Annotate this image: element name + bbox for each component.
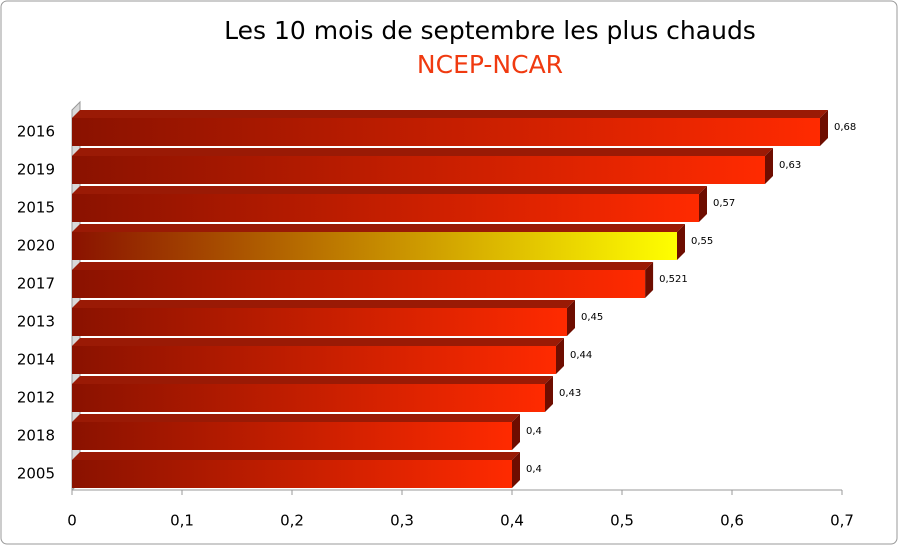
bar-end	[765, 148, 773, 184]
y-tick-label: 2017	[17, 275, 55, 293]
bar	[72, 232, 677, 260]
y-tick-label: 2014	[17, 351, 55, 369]
value-label: 0,45	[581, 312, 603, 323]
x-tick-label: 0,1	[170, 512, 194, 530]
y-tick-label: 2005	[17, 465, 55, 483]
bar	[72, 156, 765, 184]
y-tick-label: 2019	[17, 161, 55, 179]
x-tick-label: 0,3	[390, 512, 414, 530]
x-tick-label: 0,7	[830, 512, 854, 530]
bar	[72, 346, 556, 374]
chart-title: Les 10 mois de septembre les plus chauds	[224, 16, 756, 45]
bar-top	[72, 452, 520, 460]
x-tick-label: 0,4	[500, 512, 524, 530]
bar-top	[72, 300, 575, 308]
bar-end	[512, 414, 520, 450]
value-label: 0,63	[779, 160, 801, 171]
y-tick-label: 2013	[17, 313, 55, 331]
bar-top	[72, 262, 654, 270]
value-label: 0,521	[659, 274, 688, 285]
bar	[72, 308, 567, 336]
x-tick-label: 0	[67, 512, 77, 530]
value-label: 0,55	[691, 236, 713, 247]
bar-top	[72, 376, 553, 384]
y-tick-label: 2016	[17, 123, 55, 141]
x-tick-label: 0,2	[280, 512, 304, 530]
y-tick-label: 2012	[17, 389, 55, 407]
bar-top	[72, 414, 520, 422]
x-tick-label: 0,5	[610, 512, 634, 530]
y-tick-label: 2018	[17, 427, 55, 445]
value-label: 0,57	[713, 198, 735, 209]
bar-top	[72, 110, 828, 118]
bar-top	[72, 148, 773, 156]
bar-end	[512, 452, 520, 488]
value-label: 0,44	[570, 350, 592, 361]
bar-end	[699, 186, 707, 222]
bar-end	[820, 110, 828, 146]
x-tick-label: 0,6	[720, 512, 744, 530]
bar-top	[72, 186, 707, 194]
y-tick-label: 2020	[17, 237, 55, 255]
value-label: 0,43	[559, 388, 581, 399]
bar-top	[72, 338, 564, 346]
bar-end	[567, 300, 575, 336]
value-label: 0,68	[834, 122, 856, 133]
bar	[72, 118, 820, 146]
value-label: 0,4	[526, 426, 542, 437]
bar-end	[556, 338, 564, 374]
bar-top	[72, 224, 685, 232]
y-tick-label: 2015	[17, 199, 55, 217]
bar	[72, 384, 545, 412]
bar	[72, 194, 699, 222]
bar-end	[677, 224, 685, 260]
value-label: 0,4	[526, 464, 542, 475]
bar	[72, 460, 512, 488]
bar	[72, 270, 646, 298]
bar	[72, 422, 512, 450]
bar-end	[545, 376, 553, 412]
chart-subtitle: NCEP-NCAR	[417, 50, 563, 79]
bar-end	[645, 262, 654, 298]
